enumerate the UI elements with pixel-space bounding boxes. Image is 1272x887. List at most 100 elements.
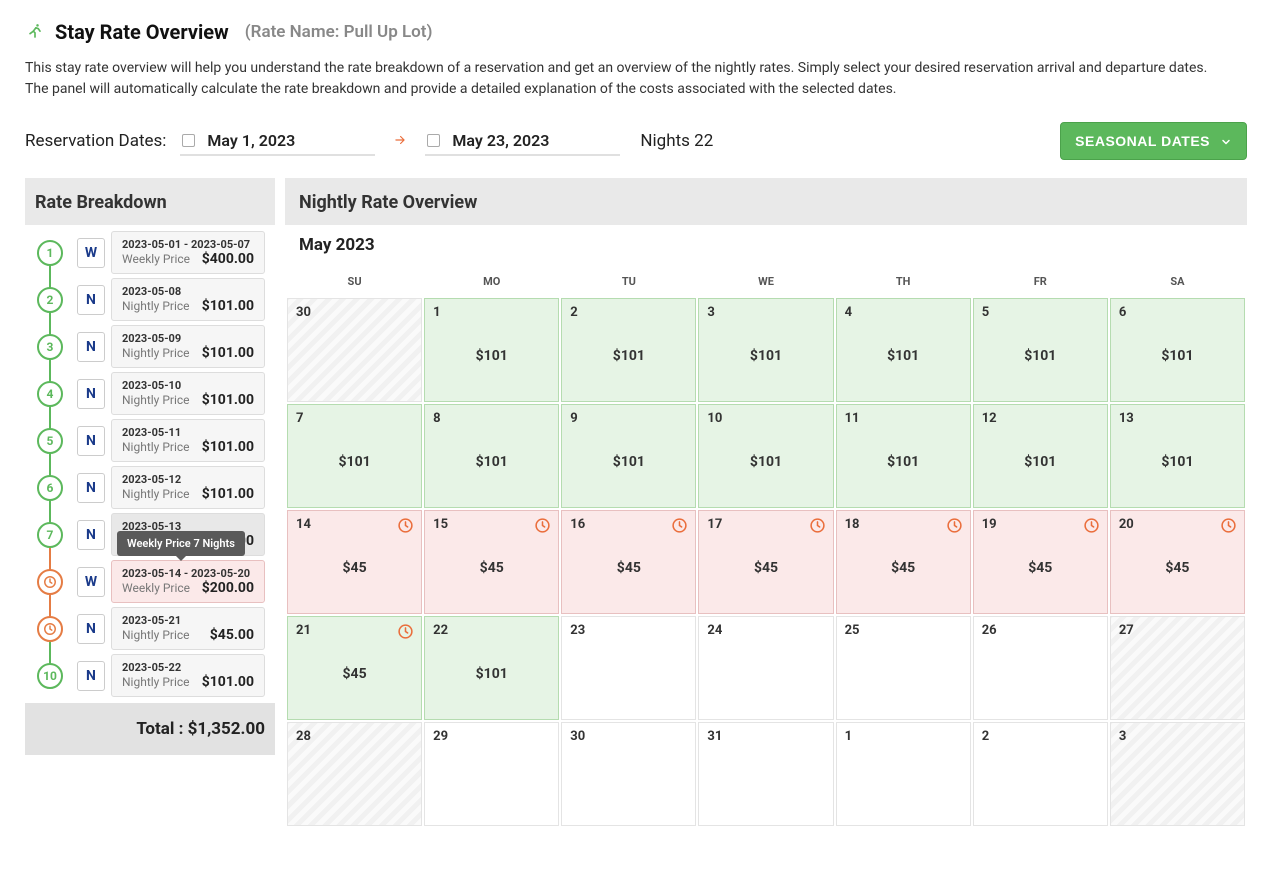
calendar-day[interactable]: 18$45 (836, 510, 971, 614)
calendar-day[interactable]: 17$45 (698, 510, 833, 614)
day-number: 4 (837, 299, 970, 326)
calendar-day[interactable]: 27 (1110, 616, 1245, 720)
calendar-day[interactable]: 3 (1110, 722, 1245, 826)
day-price: $45 (288, 560, 421, 576)
page-header: Stay Rate Overview (Rate Name: Pull Up L… (25, 20, 1247, 44)
calendar-day[interactable]: 21$45 (287, 616, 422, 720)
breakdown-card: 2023-05-11Nightly Price$101.00 (111, 419, 265, 462)
timeline-node: 5 (29, 428, 71, 454)
calendar-day[interactable]: 24 (698, 616, 833, 720)
calendar-day[interactable]: 2$101 (561, 298, 696, 402)
breakdown-price-label: Nightly Price (122, 628, 190, 642)
day-number: 24 (699, 617, 832, 644)
calendar-day[interactable]: 12$101 (973, 404, 1108, 508)
breakdown-card: 2023-05-01 - 2023-05-07Weekly Price$400.… (111, 231, 265, 274)
calendar-day[interactable]: 5$101 (973, 298, 1108, 402)
day-number: 6 (1111, 299, 1244, 326)
calendar-day[interactable]: 3 $101 (698, 298, 833, 402)
day-number: 13 (1111, 405, 1244, 432)
day-price: $101 (562, 454, 695, 470)
timeline-node: 7 (29, 522, 71, 548)
calendar-day[interactable]: 23 (561, 616, 696, 720)
day-price: $101 (562, 348, 695, 364)
arrival-date-input[interactable]: May 1, 2023 (180, 127, 375, 156)
breakdown-item[interactable]: 7N2023-05-13Nightly Price$101.00Weekly P… (29, 511, 271, 558)
calendar-day[interactable]: 6$101 (1110, 298, 1245, 402)
calendar-day[interactable]: 30 (287, 298, 422, 402)
timeline-node: 10 (29, 663, 71, 689)
calendar-day[interactable]: 2 (973, 722, 1108, 826)
calendar-day[interactable]: 9 $101 (561, 404, 696, 508)
day-number: 1 (837, 723, 970, 750)
weekday-header: MO (424, 267, 559, 296)
calendar-day[interactable]: 13$101 (1110, 404, 1245, 508)
calendar-day[interactable]: 4 $101 (836, 298, 971, 402)
step-number: 3 (37, 334, 63, 360)
calendar-day[interactable]: 1 (836, 722, 971, 826)
day-number: 3 (699, 299, 832, 326)
calendar-day[interactable]: 7$101 (287, 404, 422, 508)
breakdown-date: 2023-05-11 (122, 426, 254, 439)
breakdown-item[interactable]: 5N2023-05-11Nightly Price$101.00 (29, 417, 271, 464)
timeline-node: 2 (29, 287, 71, 313)
breakdown-item[interactable]: 3N2023-05-09Nightly Price$101.00 (29, 323, 271, 370)
day-number: 9 (562, 405, 695, 432)
departure-date-value: May 23, 2023 (452, 131, 549, 150)
breakdown-item[interactable]: 6N2023-05-12Nightly Price$101.00 (29, 464, 271, 511)
calendar-day[interactable]: 15$45 (424, 510, 559, 614)
clock-icon (1083, 517, 1100, 534)
breakdown-item[interactable]: 2N2023-05-08Nightly Price$101.00 (29, 276, 271, 323)
day-number: 2 (974, 723, 1107, 750)
calendar-day[interactable]: 31 (698, 722, 833, 826)
breakdown-total: Total : $1,352.00 (25, 703, 275, 755)
calendar-day[interactable]: 8$101 (424, 404, 559, 508)
day-number: 11 (837, 405, 970, 432)
step-number: 10 (37, 663, 63, 689)
day-number: 3 (1111, 723, 1244, 750)
breakdown-date: 2023-05-21 (122, 614, 254, 627)
calendar-day[interactable]: 29 (424, 722, 559, 826)
weekday-header: WE (698, 267, 833, 296)
clock-icon (534, 517, 551, 534)
breakdown-card: 2023-05-10Nightly Price$101.00 (111, 372, 265, 415)
calendar-day[interactable]: 19$45 (973, 510, 1108, 614)
breakdown-price-label: Weekly Price (122, 252, 190, 266)
day-price: $101 (837, 348, 970, 364)
arrow-right-icon (393, 132, 407, 151)
clock-icon (809, 517, 826, 534)
day-price: $45 (288, 666, 421, 682)
breakdown-item[interactable]: 10N2023-05-22Nightly Price$101.00 (29, 652, 271, 699)
breakdown-item[interactable]: 4N2023-05-10Nightly Price$101.00 (29, 370, 271, 417)
calendar-day[interactable]: 11$101 (836, 404, 971, 508)
calendar-day[interactable]: 14$45 (287, 510, 422, 614)
weekday-header: SA (1110, 267, 1245, 296)
breakdown-item[interactable]: W2023-05-14 - 2023-05-20Weekly Price$200… (29, 558, 271, 605)
reservation-dates-label: Reservation Dates: (25, 131, 166, 151)
calendar-day[interactable]: 26 (973, 616, 1108, 720)
calendar-day[interactable]: 1$101 (424, 298, 559, 402)
breakdown-item[interactable]: 1W2023-05-01 - 2023-05-07Weekly Price$40… (29, 229, 271, 276)
breakdown-date: 2023-05-10 (122, 379, 254, 392)
breakdown-card: 2023-05-09Nightly Price$101.00 (111, 325, 265, 368)
seasonal-dates-button[interactable]: SEASONAL DATES (1060, 122, 1247, 160)
calendar-day[interactable]: 30 (561, 722, 696, 826)
departure-date-input[interactable]: May 23, 2023 (425, 127, 620, 156)
day-price: $101 (425, 666, 558, 682)
calendar-table: SUMOTUWETHFRSA 301$1012$1013$1014$1015$1… (285, 265, 1247, 828)
breakdown-date: 2023-05-22 (122, 661, 254, 674)
calendar-day[interactable]: 10$101 (698, 404, 833, 508)
rate-type-badge: N (77, 473, 105, 503)
timeline-node: 1 (29, 240, 71, 266)
calendar-day[interactable]: 16$45 (561, 510, 696, 614)
breakdown-item[interactable]: N2023-05-21Nightly Price$45.00 (29, 605, 271, 652)
breakdown-title: Rate Breakdown (25, 178, 275, 225)
calendar-day[interactable]: 20$45 (1110, 510, 1245, 614)
breakdown-card: 2023-05-21Nightly Price$45.00 (111, 607, 265, 650)
calendar-day[interactable]: 28 (287, 722, 422, 826)
day-number: 30 (562, 723, 695, 750)
day-price: $101 (699, 454, 832, 470)
calendar-day[interactable]: 22$101 (424, 616, 559, 720)
controls-row: Reservation Dates: May 1, 2023 May 23, 2… (25, 122, 1247, 160)
day-price: $101 (699, 348, 832, 364)
calendar-day[interactable]: 25 (836, 616, 971, 720)
